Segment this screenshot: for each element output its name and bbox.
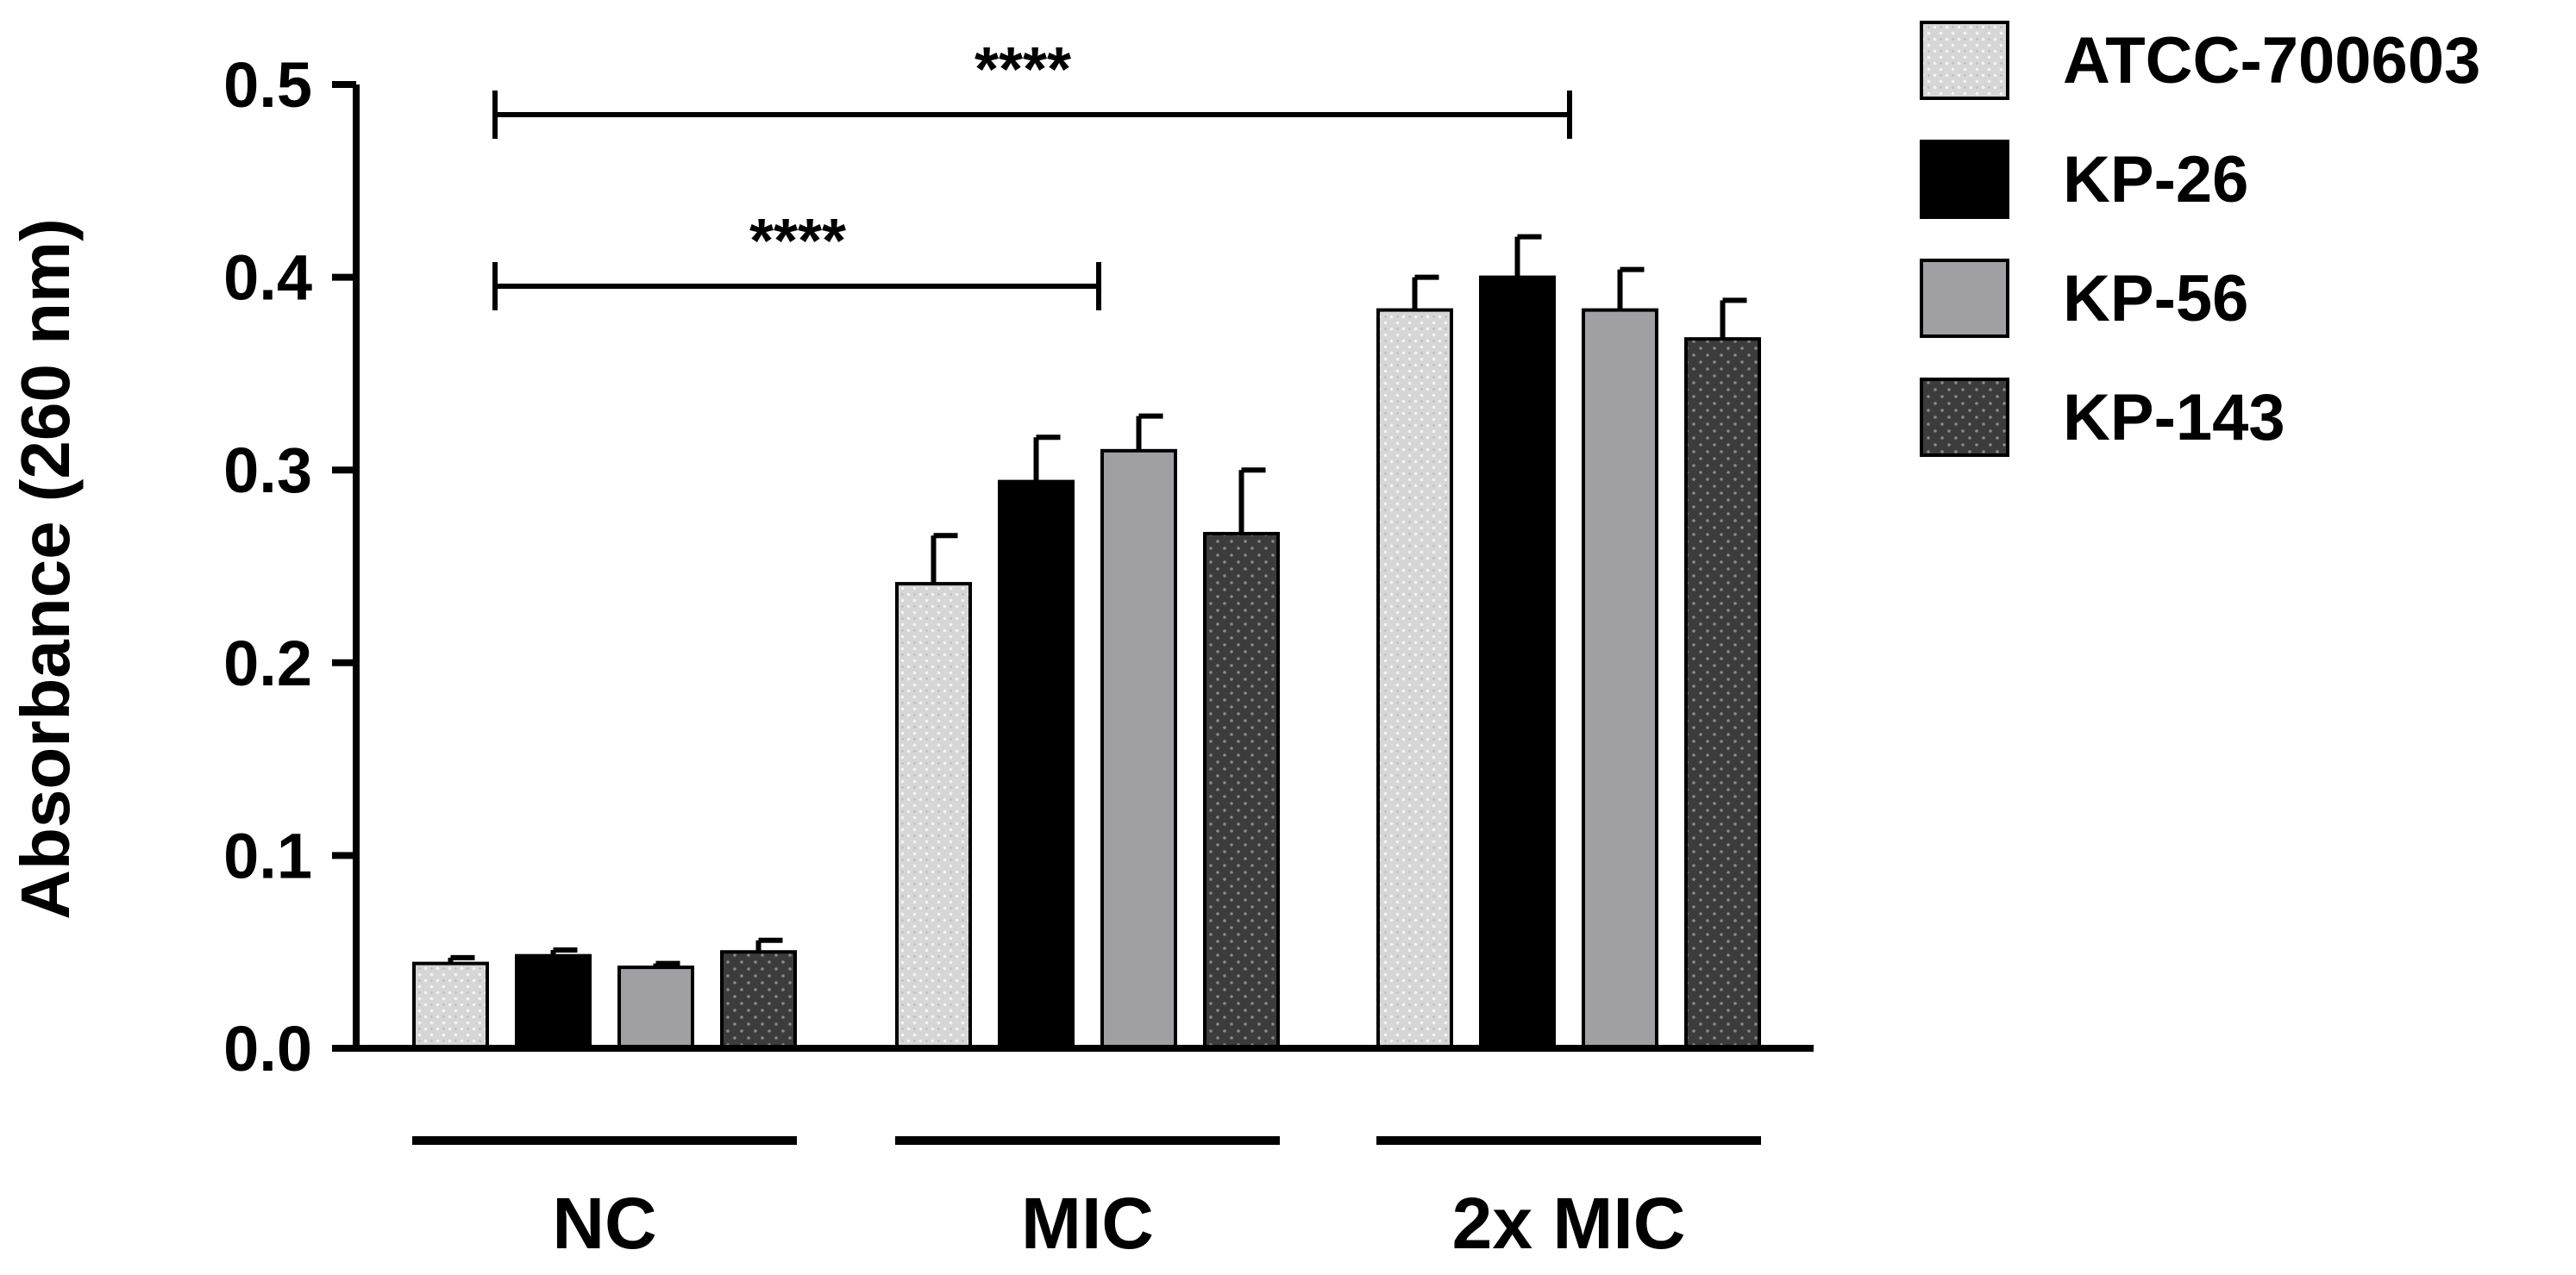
legend-label: KP-56 [2063, 262, 2248, 335]
bar-atcc-700603-nc [412, 961, 489, 1050]
bar-kp-26-nc [515, 953, 592, 1050]
legend-label: KP-26 [2063, 143, 2248, 216]
bar-kp-143-2x-mic [1684, 337, 1761, 1051]
y-tick-label: 0.0 [223, 1013, 312, 1084]
bar-atcc-700603-2x-mic [1376, 308, 1453, 1050]
legend-swatch [1920, 259, 2009, 338]
category-label: MIC [1021, 1183, 1154, 1264]
y-tick-label: 0.4 [223, 242, 312, 314]
bars [412, 234, 1761, 1051]
bar-kp-26-mic [998, 479, 1075, 1050]
significance-brackets: **** **** [492, 35, 1572, 310]
bar-kp-143-nc [720, 950, 797, 1050]
bar-kp-143-mic [1203, 531, 1280, 1050]
significance-label: **** [975, 35, 1071, 104]
category-labels: NC MIC 2x MIC [412, 1136, 1761, 1264]
bar-kp-56-2x-mic [1582, 308, 1658, 1050]
bar-kp-56-nc [617, 966, 694, 1051]
legend-label: ATCC-700603 [2063, 24, 2480, 97]
y-tick-label: 0.5 [223, 49, 312, 121]
bar-kp-56-mic [1100, 448, 1177, 1050]
y-axis-label: Absorbance (260 nm) [7, 218, 84, 920]
category-label: NC [552, 1183, 656, 1264]
bar-kp-26-2x-mic [1479, 275, 1556, 1051]
y-tick-label: 0.3 [223, 434, 312, 506]
y-tick-label: 0.2 [223, 628, 312, 699]
significance-label: **** [749, 207, 846, 276]
legend-swatch [1920, 140, 2009, 219]
legend-swatch [1920, 21, 2009, 100]
legend-swatch [1920, 378, 2009, 457]
y-tick-label: 0.1 [223, 820, 312, 891]
legend: ATCC-700603 KP-26 KP-56 KP-143 [1920, 21, 2480, 457]
y-axis-ticks: 0.0 0.1 0.2 0.3 0.4 0.5 [223, 49, 356, 1084]
legend-label: KP-143 [2063, 381, 2285, 454]
category-label: 2x MIC [1452, 1183, 1686, 1264]
bar-atcc-700603-mic [895, 582, 972, 1050]
